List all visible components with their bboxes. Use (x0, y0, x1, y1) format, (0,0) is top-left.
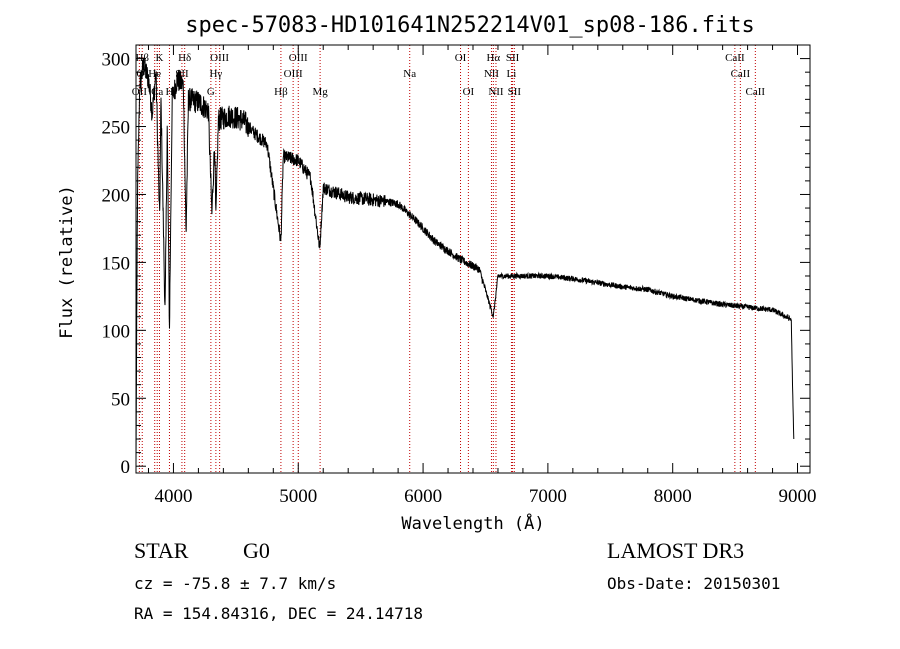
line-marker-label: Ca (151, 86, 163, 98)
y-tick-label: 50 (111, 389, 130, 410)
line-marker-label: CaII (731, 68, 751, 80)
line-marker-label: H (165, 86, 173, 98)
x-axis: 4000 5000 6000 7000 8000 9000 (147, 45, 817, 507)
line-marker-label: Mg (312, 86, 328, 98)
line-marker-label: Hδ (178, 52, 191, 64)
redshift-text: cz = -75.8 ± 7.7 km/s (134, 574, 337, 593)
line-marker-label: OIII (284, 68, 303, 80)
x-axis-label: Wavelength (Å) (401, 512, 544, 534)
line-marker-label: NII (488, 86, 504, 98)
line-marker-label: Hβ (135, 52, 149, 64)
y-tick-label: 0 (121, 457, 131, 478)
line-marker-label: K (155, 52, 163, 64)
line-marker-label: Hα (486, 52, 500, 64)
x-tick-label: 9000 (779, 486, 817, 507)
line-marker-label: OIII (210, 52, 229, 64)
line-marker-label: CaII (746, 86, 766, 98)
line-marker-label: OI (455, 52, 467, 64)
coords-text: RA = 154.84316, DEC = 24.14718 (134, 604, 423, 623)
x-tick-label: 5000 (279, 486, 317, 507)
y-tick-label: 200 (102, 185, 131, 206)
line-marker-label: Hγ (209, 68, 222, 80)
object-class: STAR (134, 538, 189, 563)
chart-title: spec-57083-HD101641N252214V01_sp08-186.f… (185, 13, 755, 38)
x-tick-label: 8000 (654, 486, 692, 507)
y-tick-label: 100 (102, 321, 131, 342)
x-tick-label: 6000 (404, 486, 442, 507)
line-marker-label: SII (506, 52, 520, 64)
y-tick-label: 250 (102, 118, 131, 139)
line-marker-label: OIII (289, 52, 308, 64)
y-tick-label: 300 (102, 50, 131, 71)
obs-date-text: Obs-Date: 20150301 (607, 574, 781, 593)
line-marker-label: Li (507, 68, 517, 80)
x-tick-label: 4000 (154, 486, 192, 507)
line-markers (138, 45, 756, 473)
line-marker-label: NII (484, 68, 500, 80)
line-marker-labels: Hβ K Hδ OIII OIII OI Hα SII CaII OI He SII Hγ OIII Na N… (132, 52, 766, 98)
line-marker-label: CaII (725, 52, 745, 64)
y-axis: 0 50 100 150 200 250 300 (102, 50, 810, 478)
spectrum-trace (135, 57, 795, 463)
line-marker-label: Hβ (274, 86, 288, 98)
object-subclass: G0 (243, 538, 270, 563)
y-tick-label: 150 (102, 253, 131, 274)
line-marker-label: He (148, 68, 161, 80)
line-marker-label: OI (463, 86, 475, 98)
line-marker-label: G (207, 86, 215, 98)
line-marker-label: Na (403, 68, 416, 80)
x-tick-label: 7000 (529, 486, 567, 507)
y-axis-label: Flux (relative) (57, 185, 77, 339)
survey-name: LAMOST DR3 (607, 538, 745, 563)
line-marker-label: SII (508, 86, 522, 98)
